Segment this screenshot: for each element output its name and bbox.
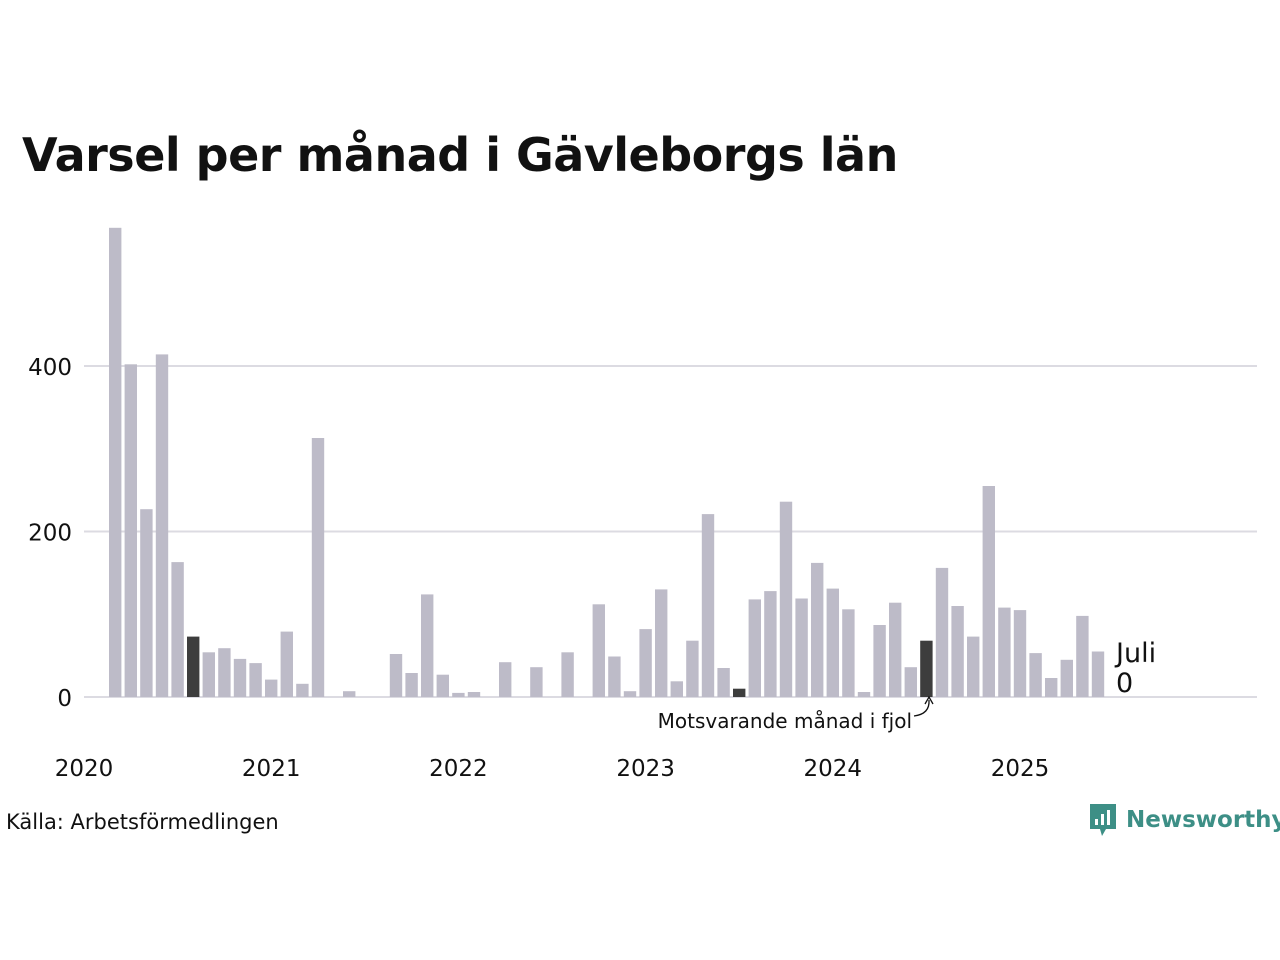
bar	[951, 606, 964, 697]
bar	[467, 692, 481, 697]
brand-logo: Newsworthy	[1088, 802, 1280, 838]
bar-highlight	[187, 636, 200, 697]
bar	[842, 609, 855, 697]
bar	[343, 691, 356, 697]
bar	[670, 681, 683, 697]
annotations: Juli 0 Motsvarande månad i fjol	[658, 638, 1156, 733]
chart-title: Varsel per månad i Gävleborgs län	[22, 128, 898, 182]
bar	[779, 501, 793, 697]
bar	[296, 683, 309, 697]
bar	[561, 652, 574, 697]
bar	[1076, 615, 1089, 697]
bar	[233, 658, 247, 697]
bar	[592, 604, 605, 697]
bar	[265, 679, 278, 697]
bar	[1029, 653, 1042, 697]
bars	[109, 227, 1105, 698]
bar	[1060, 659, 1073, 697]
bar	[155, 354, 169, 697]
bar	[623, 691, 637, 697]
bar	[967, 636, 980, 697]
bar	[499, 662, 512, 697]
y-axis-ticks: 0 200 400	[28, 355, 72, 712]
current-value-label: 0	[1116, 668, 1133, 699]
x-tick-label: 2020	[55, 756, 114, 782]
x-axis-ticks: 2020 2021 2022 2023 2024 2025	[55, 756, 1050, 782]
bar	[748, 599, 761, 697]
bar	[795, 598, 808, 697]
bar-highlight	[733, 688, 746, 697]
source-note: Källa: Arbetsförmedlingen	[6, 810, 279, 834]
x-tick-label: 2022	[429, 756, 488, 782]
bar	[421, 594, 434, 697]
bar	[764, 591, 777, 697]
bar	[311, 438, 325, 697]
bar	[109, 227, 122, 698]
bar	[249, 663, 262, 697]
bar	[452, 692, 465, 697]
x-tick-label: 2025	[991, 756, 1050, 782]
newsworthy-logo-icon	[1090, 804, 1116, 836]
current-month-label: Juli	[1114, 638, 1156, 669]
y-tick-label: 0	[57, 686, 72, 712]
x-tick-label: 2023	[616, 756, 675, 782]
bar	[436, 674, 449, 697]
bar	[826, 588, 839, 697]
bar	[857, 692, 871, 697]
bar-highlight	[920, 640, 933, 697]
annotation-text: Motsvarande månad i fjol	[658, 709, 912, 733]
x-tick-label: 2021	[242, 756, 301, 782]
bar	[530, 667, 543, 697]
y-tick-label: 200	[28, 521, 72, 547]
bar	[171, 562, 184, 697]
bar	[639, 629, 652, 697]
bar	[717, 668, 730, 697]
bar	[904, 667, 917, 697]
bar	[998, 607, 1011, 697]
annotation-arrowhead	[924, 695, 934, 705]
bar	[140, 509, 153, 697]
annotation-arrow	[913, 699, 930, 717]
bar	[1091, 651, 1105, 697]
bar	[389, 654, 403, 697]
bar	[608, 656, 621, 697]
bar	[218, 648, 231, 697]
bar	[202, 652, 215, 697]
bar	[701, 514, 715, 697]
bar	[935, 567, 949, 697]
y-tick-label: 400	[28, 355, 72, 381]
bar	[889, 602, 902, 697]
bar	[982, 486, 995, 697]
brand-name: Newsworthy	[1126, 807, 1280, 833]
bar	[124, 364, 137, 697]
bar	[811, 562, 824, 697]
bar	[1045, 678, 1058, 697]
bar	[405, 673, 418, 697]
bar	[873, 625, 886, 697]
bar	[655, 589, 668, 697]
x-tick-label: 2024	[804, 756, 863, 782]
bar	[686, 640, 699, 697]
bar	[1013, 610, 1027, 697]
bar	[280, 631, 293, 697]
